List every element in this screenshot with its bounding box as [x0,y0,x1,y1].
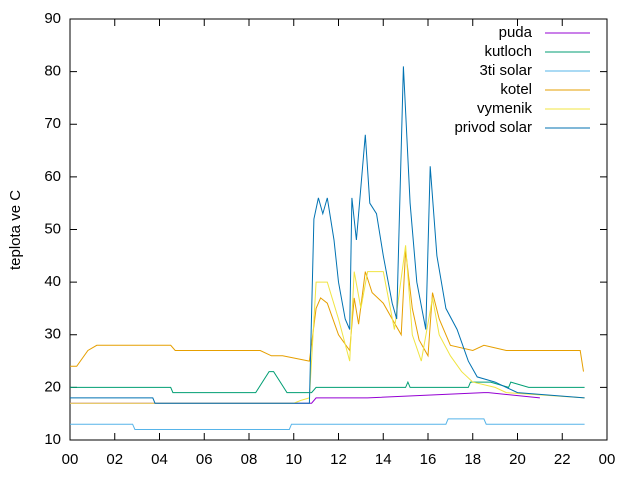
y-tick-label: 70 [44,115,61,132]
y-tick-label: 10 [44,431,61,448]
x-tick-label: 14 [375,451,392,468]
series-line [70,66,585,404]
series-line [70,418,585,430]
y-axis-label: teplota ve C [7,190,24,270]
legend-label: puda [499,24,533,41]
x-tick-label: 22 [554,451,571,468]
x-tick-label: 04 [151,451,168,468]
legend-label: vymenik [477,100,533,117]
x-tick-label: 16 [420,451,437,468]
x-tick-label: 12 [330,451,347,468]
x-tick-label: 20 [509,451,526,468]
legend-label: kotel [500,81,532,98]
y-tick-label: 90 [44,10,61,27]
y-tick-label: 20 [44,378,61,395]
series-line [70,245,585,404]
x-tick-label: 00 [599,451,616,468]
y-tick-label: 80 [44,63,61,80]
x-tick-label: 10 [285,451,302,468]
y-tick-label: 30 [44,326,61,343]
x-tick-label: 08 [241,451,258,468]
legend-label: 3ti solar [479,62,532,79]
y-tick-label: 50 [44,220,61,237]
x-tick-label: 02 [106,451,123,468]
y-tick-label: 60 [44,168,61,185]
legend-label: kutloch [484,43,532,60]
series-line [70,371,585,394]
x-tick-label: 18 [464,451,481,468]
y-tick-label: 40 [44,273,61,290]
x-tick-label: 00 [62,451,79,468]
series-line [70,250,584,372]
legend-label: privod solar [454,119,532,136]
x-tick-label: 06 [196,451,213,468]
